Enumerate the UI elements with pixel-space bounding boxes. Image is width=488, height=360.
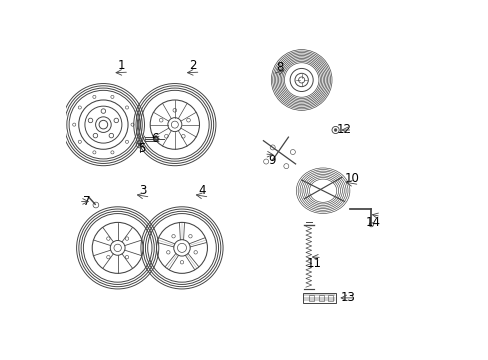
- Text: 14: 14: [365, 216, 380, 229]
- Bar: [302, 293, 336, 303]
- Text: 2: 2: [188, 59, 196, 72]
- Text: 4: 4: [198, 184, 205, 197]
- Text: 5: 5: [138, 142, 145, 155]
- Text: 10: 10: [344, 172, 358, 185]
- Text: 6: 6: [150, 132, 158, 145]
- Bar: [318, 295, 323, 301]
- Text: 13: 13: [340, 291, 355, 305]
- Text: 8: 8: [276, 61, 284, 74]
- Text: 11: 11: [306, 257, 321, 270]
- Circle shape: [333, 129, 336, 131]
- Bar: [308, 295, 313, 301]
- Text: 9: 9: [268, 154, 275, 167]
- Text: 12: 12: [336, 123, 351, 136]
- Circle shape: [138, 143, 141, 146]
- Text: 7: 7: [82, 195, 90, 208]
- Bar: [327, 295, 333, 301]
- Text: 3: 3: [139, 184, 146, 197]
- Text: 1: 1: [117, 59, 125, 72]
